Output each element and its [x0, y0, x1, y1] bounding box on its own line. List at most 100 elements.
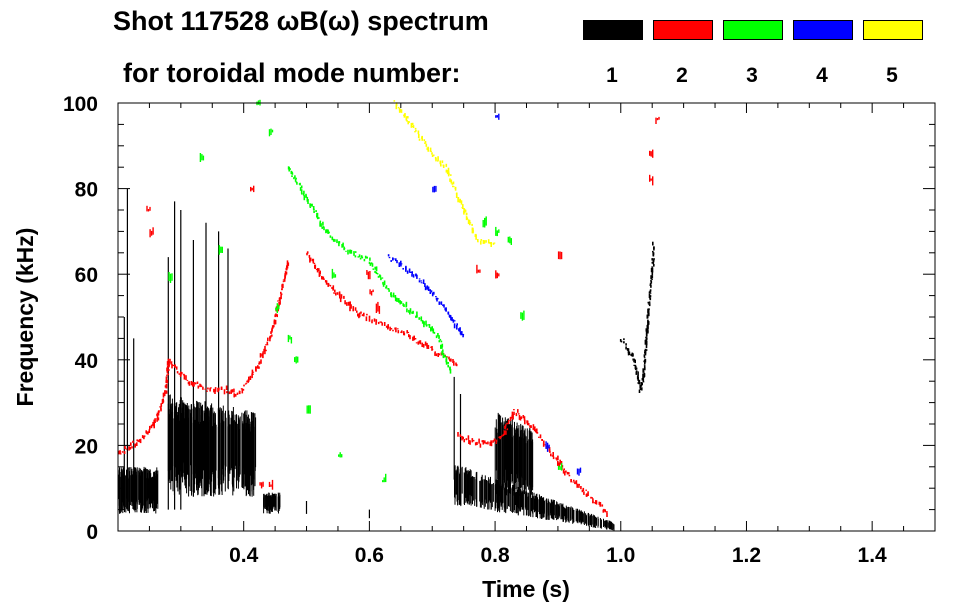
data-point — [271, 129, 274, 133]
data-point — [156, 418, 158, 422]
data-point — [533, 427, 536, 432]
data-point — [642, 381, 645, 383]
data-point — [278, 304, 280, 310]
data-point — [507, 236, 509, 243]
data-point — [438, 301, 441, 305]
data-point — [264, 345, 266, 351]
data-point — [166, 379, 169, 384]
data-point — [526, 420, 529, 426]
data-point — [294, 178, 297, 182]
data-point — [632, 353, 634, 357]
data-point — [387, 254, 390, 257]
data-point — [635, 367, 638, 370]
data-point — [296, 182, 298, 185]
data-point — [522, 415, 525, 419]
data-point — [157, 410, 160, 416]
data-point — [606, 512, 608, 517]
data-point — [431, 292, 434, 297]
data-point — [418, 278, 421, 280]
data-point — [480, 240, 482, 245]
data-point — [457, 432, 459, 437]
data-point — [437, 353, 439, 357]
data-point — [502, 433, 505, 436]
data-point — [406, 308, 408, 313]
data-point — [270, 484, 272, 487]
data-point — [649, 150, 651, 156]
data-point — [270, 331, 272, 334]
data-point — [424, 283, 426, 287]
data-point — [482, 440, 485, 445]
data-point — [381, 277, 384, 279]
data-point — [430, 150, 432, 153]
data-point — [378, 305, 381, 314]
data-point — [461, 331, 463, 335]
data-point — [585, 489, 587, 491]
data-point — [306, 251, 309, 254]
data-point — [459, 434, 462, 437]
data-point — [471, 438, 474, 443]
data-point — [595, 500, 598, 505]
data-point — [220, 246, 222, 253]
data-point — [648, 303, 651, 307]
data-point — [167, 358, 170, 362]
data-point — [159, 406, 161, 408]
data-point — [490, 441, 493, 447]
data-point — [509, 417, 512, 422]
data-point — [442, 164, 445, 168]
data-point — [268, 481, 271, 487]
data-point — [559, 466, 561, 470]
data-point — [318, 268, 320, 272]
data-point — [495, 270, 497, 279]
data-point — [356, 310, 358, 313]
data-point — [153, 423, 155, 429]
legend-label-mode-5: 5 — [886, 64, 898, 87]
data-point — [433, 331, 436, 334]
data-point — [646, 314, 649, 319]
data-point — [484, 217, 486, 228]
data-point — [575, 480, 578, 485]
data-point — [645, 328, 648, 332]
data-point — [178, 373, 181, 375]
data-point — [425, 320, 427, 326]
data-point — [579, 467, 582, 473]
data-point — [527, 423, 530, 426]
data-point — [346, 302, 348, 306]
data-point — [427, 150, 430, 152]
data-point — [438, 335, 440, 339]
data-point — [453, 320, 456, 322]
data-point — [408, 309, 410, 313]
data-point — [329, 284, 332, 287]
data-point — [361, 256, 364, 259]
data-point — [383, 477, 385, 483]
data-point — [440, 344, 442, 349]
data-point — [637, 376, 639, 381]
data-point — [642, 376, 645, 382]
plot-marks — [117, 99, 660, 531]
data-point — [186, 379, 189, 381]
data-point — [379, 275, 382, 278]
data-point — [434, 351, 436, 353]
data-point — [246, 380, 248, 383]
data-point — [326, 230, 328, 233]
data-point — [652, 260, 655, 263]
data-point — [338, 241, 340, 247]
data-point — [634, 364, 637, 370]
data-point — [518, 413, 520, 415]
data-point — [580, 486, 582, 490]
data-point — [423, 322, 425, 328]
data-point — [324, 280, 327, 283]
data-point — [275, 313, 277, 317]
data-point — [396, 260, 398, 264]
data-point — [372, 289, 374, 293]
data-point — [366, 270, 368, 275]
data-point — [440, 301, 443, 305]
data-point — [408, 268, 411, 273]
data-point — [300, 189, 303, 194]
data-point — [487, 441, 489, 445]
data-point — [465, 438, 468, 441]
data-point — [280, 294, 282, 300]
data-point — [439, 338, 442, 341]
data-point — [495, 442, 497, 444]
data-point — [285, 271, 288, 275]
data-point — [427, 344, 430, 349]
